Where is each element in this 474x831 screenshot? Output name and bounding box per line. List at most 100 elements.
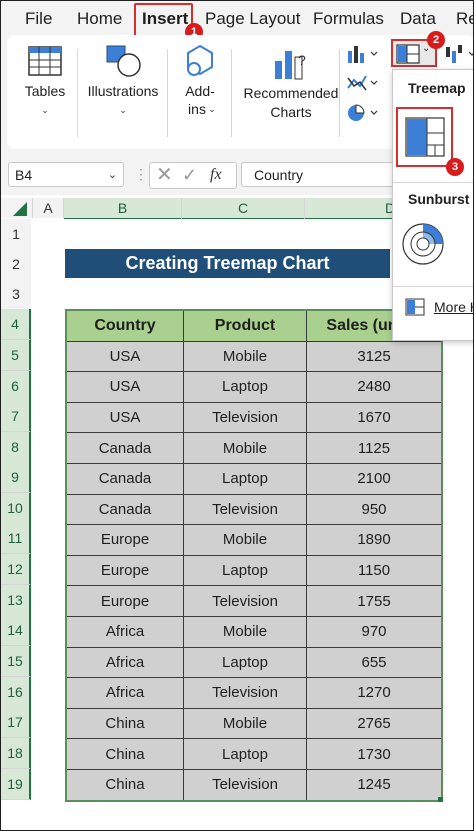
header-country[interactable]: Country [65,309,184,342]
illustrations-button[interactable]: Illustrations ⌄ [85,41,161,121]
row-header-10[interactable]: 10 [1,493,31,524]
sales-cell[interactable]: 1270 [306,677,443,709]
country-cell[interactable]: Africa [65,646,184,679]
formula-buttons: ✕ ✓ fx [149,162,237,189]
tab-file[interactable]: File [25,9,53,28]
sales-cell[interactable]: 3125 [306,340,443,373]
sales-cell[interactable]: 2100 [306,462,443,495]
product-cell[interactable]: Laptop [183,554,307,587]
product-cell[interactable]: Mobile [183,432,307,464]
product-cell[interactable]: Mobile [183,524,307,556]
product-cell[interactable]: Laptop [183,738,307,770]
more-charts-label: More H [434,299,473,315]
product-cell[interactable]: Television [183,677,307,709]
sales-cell[interactable]: 1890 [306,524,443,556]
sales-cell[interactable]: 1730 [306,738,443,770]
row-header-9[interactable]: 9 [1,462,31,493]
product-cell[interactable]: Television [183,768,307,802]
tables-button[interactable]: Tables ⌄ [19,41,71,121]
sales-cell[interactable]: 655 [306,646,443,679]
row-header-18[interactable]: 18 [1,738,31,769]
sales-cell[interactable]: 2765 [306,707,443,740]
row-header-16[interactable]: 16 [1,677,31,708]
sheet-title-banner[interactable]: Creating Treemap Chart [65,249,390,278]
product-cell[interactable]: Television [183,585,307,617]
row-header-5[interactable]: 5 [1,340,31,371]
country-cell[interactable]: Canada [65,432,184,464]
header-product[interactable]: Product [183,309,307,342]
row-header-7[interactable]: 7 [1,401,31,432]
name-box[interactable]: B4 ⌄ [8,162,124,187]
country-cell[interactable]: USA [65,371,184,403]
product-cell[interactable]: Television [183,493,307,526]
product-cell[interactable]: Laptop [183,371,307,403]
row-header-12[interactable]: 12 [1,554,31,585]
row-header-1[interactable]: 1 [1,219,31,250]
tab-review[interactable]: Re [456,9,473,28]
pie-chart-icon[interactable] [346,102,380,124]
tab-formulas[interactable]: Formulas [313,9,384,28]
country-cell[interactable]: Canada [65,462,184,495]
tab-insert[interactable]: Insert [142,9,189,28]
chevron-down-icon[interactable]: ⌄ [107,169,117,181]
addins-label-line2: ins [188,101,206,117]
country-cell[interactable]: Africa [65,677,184,709]
row-header-4[interactable]: 4 [1,309,31,340]
product-cell[interactable]: Laptop [183,646,307,679]
row-header-17[interactable]: 17 [1,707,31,738]
addins-button[interactable]: Add- ins ⌄ [173,41,227,121]
tab-page-layout[interactable]: Page Layout [205,9,301,28]
recommended-charts-button[interactable]: ? Recommended Charts [239,41,343,123]
line-chart-icon[interactable] [346,72,380,94]
cancel-icon[interactable]: ✕ [156,164,173,186]
waterfall-chart-icon[interactable] [444,43,474,65]
country-cell[interactable]: China [65,738,184,770]
country-cell[interactable]: Africa [65,615,184,648]
product-cell[interactable]: Television [183,401,307,434]
sales-cell[interactable]: 1245 [306,768,443,802]
sales-cell[interactable]: 970 [306,615,443,648]
row-header-3[interactable]: 3 [1,279,31,310]
row-header-8[interactable]: 8 [1,432,31,463]
sales-cell[interactable]: 1755 [306,585,443,617]
fill-handle[interactable] [438,797,443,802]
treemap-option[interactable] [396,107,453,167]
row-header-6[interactable]: 6 [1,371,31,402]
column-header-b[interactable]: B [64,198,182,220]
country-cell[interactable]: Europe [65,554,184,587]
row-header-14[interactable]: 14 [1,615,31,646]
country-cell[interactable]: Europe [65,585,184,617]
check-icon[interactable]: ✓ [182,165,198,185]
sales-cell[interactable]: 1670 [306,401,443,434]
row-header-15[interactable]: 15 [1,646,31,677]
sales-cell[interactable]: 2480 [306,371,443,403]
column-header-c[interactable]: C [182,198,305,220]
more-options-icon[interactable]: ⋮ [134,164,148,184]
more-charts-option[interactable]: More H [405,298,473,320]
country-cell[interactable]: Canada [65,493,184,526]
sales-cell[interactable]: 1125 [306,432,443,464]
tab-home[interactable]: Home [77,9,123,28]
bar-chart-icon[interactable] [346,43,380,65]
country-cell[interactable]: Europe [65,524,184,556]
product-cell[interactable]: Mobile [183,340,307,373]
country-cell[interactable]: USA [65,340,184,373]
product-cell[interactable]: Mobile [183,615,307,648]
insert-function-icon[interactable]: fx [210,166,222,183]
sales-cell[interactable]: 950 [306,493,443,526]
country-cell[interactable]: USA [65,401,184,434]
sunburst-option[interactable] [401,222,449,270]
row-header-19[interactable]: 19 [1,769,31,800]
column-header-a[interactable]: A [33,198,64,218]
product-cell[interactable]: Laptop [183,462,307,495]
row-header-11[interactable]: 11 [1,523,31,554]
tables-label: Tables [24,83,66,99]
tab-data[interactable]: Data [400,9,436,28]
country-cell[interactable]: China [65,768,184,802]
row-header-13[interactable]: 13 [1,585,31,616]
product-cell[interactable]: Mobile [183,707,307,740]
sales-cell[interactable]: 1150 [306,554,443,587]
select-all-corner[interactable] [1,198,33,218]
country-cell[interactable]: China [65,707,184,740]
row-header-2[interactable]: 2 [1,249,31,280]
